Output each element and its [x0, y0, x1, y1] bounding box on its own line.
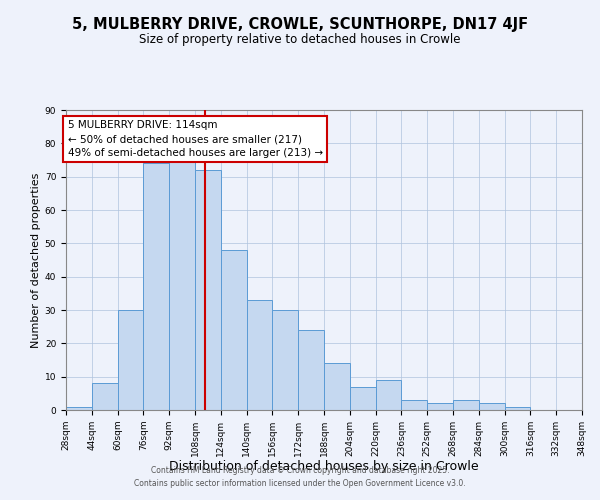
Y-axis label: Number of detached properties: Number of detached properties [31, 172, 41, 348]
Bar [401, 400, 427, 410]
Bar [118, 310, 143, 410]
Bar [143, 164, 169, 410]
Bar [453, 400, 479, 410]
Text: Size of property relative to detached houses in Crowle: Size of property relative to detached ho… [139, 32, 461, 46]
Bar [427, 404, 453, 410]
Text: 5, MULBERRY DRIVE, CROWLE, SCUNTHORPE, DN17 4JF: 5, MULBERRY DRIVE, CROWLE, SCUNTHORPE, D… [72, 18, 528, 32]
X-axis label: Distribution of detached houses by size in Crowle: Distribution of detached houses by size … [169, 460, 479, 473]
Bar [324, 364, 350, 410]
Bar [247, 300, 272, 410]
Bar [195, 170, 221, 410]
Bar [169, 160, 195, 410]
Bar [376, 380, 401, 410]
Bar [479, 404, 505, 410]
Bar [92, 384, 118, 410]
Bar [221, 250, 247, 410]
Bar [66, 406, 92, 410]
Text: Contains HM Land Registry data © Crown copyright and database right 2025.
Contai: Contains HM Land Registry data © Crown c… [134, 466, 466, 487]
Text: 5 MULBERRY DRIVE: 114sqm
← 50% of detached houses are smaller (217)
49% of semi-: 5 MULBERRY DRIVE: 114sqm ← 50% of detach… [68, 120, 323, 158]
Bar [505, 406, 530, 410]
Bar [272, 310, 298, 410]
Bar [298, 330, 324, 410]
Bar [350, 386, 376, 410]
